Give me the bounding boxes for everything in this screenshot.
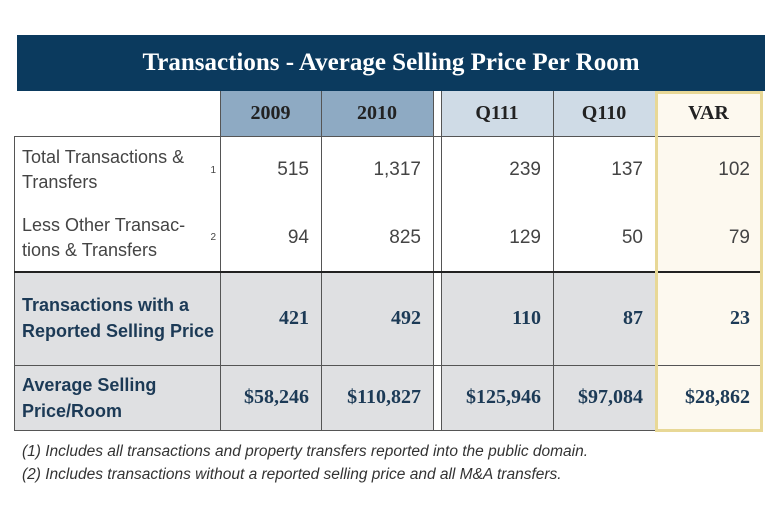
table-cell-q110: $97,084 [578,386,643,408]
table-cell-var: 102 [718,159,750,180]
table-cell-q110: 50 [621,226,643,248]
column-header-2010: 2010 [321,91,433,136]
table-cell-2009: $58,246 [244,386,309,408]
table-rule [441,91,442,430]
column-header-q111: Q111 [441,91,553,136]
row-label: Less Other Transac-tions & Transfers 2 [14,204,220,271]
footnote-1: (1) Includes all transactions and proper… [22,443,589,460]
table-rule [220,91,221,430]
table-rule [321,91,322,430]
row-label: Transactions with a Reported Selling Pri… [14,271,220,365]
table-rule [14,271,655,273]
table-cell-q111: 239 [509,159,541,180]
table-cell-q110: 87 [623,306,643,329]
table-cell-q111: 110 [512,306,541,329]
table-rule [553,91,554,430]
table-rule [655,136,762,137]
summary-row-bg [441,365,655,430]
table-rule [14,136,655,137]
table-cell-var: $28,862 [685,386,750,408]
row-label-text: Less Other Transac-tions & Transfers [22,214,186,260]
table-title: Transactions - Average Selling Price Per… [17,35,765,91]
table-rule [655,271,762,273]
table-cell-2010: 492 [391,306,421,329]
table-cell-var: 23 [730,306,750,329]
row-label: Average Selling Price/Room [14,365,220,430]
table-cell-2009: 421 [279,306,309,329]
table-cell-q110: 137 [611,159,643,180]
var-column-highlight [655,91,763,432]
var-column-bg [655,91,762,430]
table-cell-2010: 1,317 [373,159,421,180]
table-cell-2009: 515 [277,159,309,180]
footnote-2: (2) Includes transactions without a repo… [22,466,562,483]
summary-row-bg [14,365,433,430]
table-rule [433,91,434,430]
table-cell-q111: $125,946 [466,386,541,408]
table-cell-q111: 129 [509,226,541,248]
column-header-q110: Q110 [553,91,655,136]
table-rule [655,365,762,366]
row-label-text: Transactions with a Reported Selling Pri… [22,295,215,341]
table-cell-2010: $110,827 [347,386,421,408]
summary-row-bg [14,271,433,365]
row-label-text: Average Selling Price/Room [22,374,157,421]
table-rule [14,430,655,431]
footnote-marker: 1 [210,164,216,176]
table-rule [14,136,15,430]
table-cell-var: 79 [728,226,750,248]
row-label-text: Total Transactions & Transfers [22,147,185,192]
summary-row-bg [441,271,655,365]
table-rule [14,365,655,366]
column-header-2009: 2009 [220,91,321,136]
row-label: Total Transactions & Transfers 1 [14,136,220,204]
table-cell-2010: 825 [389,226,421,248]
table-cell-2009: 94 [287,226,309,248]
footnote-marker: 2 [210,232,216,243]
column-header-var: VAR [655,91,762,136]
